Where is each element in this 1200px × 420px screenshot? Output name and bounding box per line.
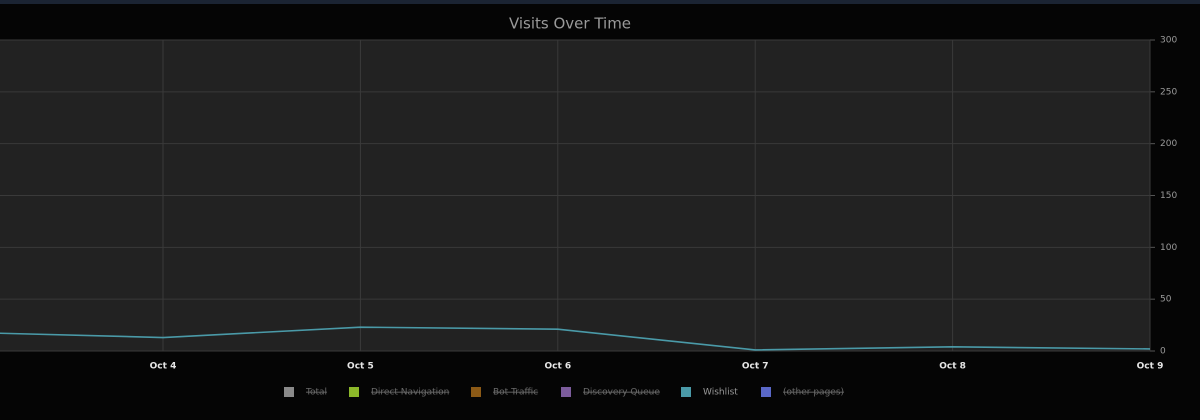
- x-tick-label: Oct 7: [742, 362, 769, 372]
- y-tick-label: 0: [1160, 347, 1166, 357]
- x-tick-label: Oct 6: [544, 362, 571, 372]
- y-tick-label: 200: [1160, 139, 1177, 149]
- line-series: [0, 326, 1150, 351]
- legend-label[interactable]: Wishlist: [703, 388, 738, 398]
- y-tick-label: 150: [1160, 191, 1177, 201]
- chart-title: Visits Over Time: [509, 15, 631, 33]
- x-tick-label: Oct 4: [150, 362, 177, 372]
- legend-label[interactable]: Total: [305, 388, 327, 398]
- legend-label[interactable]: (other pages): [783, 388, 844, 398]
- legend-label[interactable]: Discovery Queue: [583, 388, 660, 398]
- y-tick-label: 250: [1160, 87, 1177, 97]
- plot-group: [0, 326, 1150, 351]
- legend-swatch[interactable]: [761, 387, 771, 397]
- legend-swatch[interactable]: [349, 387, 359, 397]
- top-bar: [0, 0, 1200, 4]
- legend-swatch[interactable]: [284, 387, 294, 397]
- legend-swatch[interactable]: [561, 387, 571, 397]
- x-tick-label: Oct 5: [347, 362, 374, 372]
- x-tick-label: Oct 9: [1137, 362, 1164, 372]
- y-tick-label: 50: [1160, 295, 1172, 305]
- legend-label[interactable]: Direct Navigation: [371, 388, 449, 398]
- x-tick-label: Oct 8: [939, 362, 966, 372]
- legend-swatch[interactable]: [681, 387, 691, 397]
- y-tick-label: 300: [1160, 36, 1177, 46]
- y-tick-label: 100: [1160, 243, 1177, 253]
- legend-swatch[interactable]: [471, 387, 481, 397]
- legend-label[interactable]: Bot Traffic: [493, 388, 538, 398]
